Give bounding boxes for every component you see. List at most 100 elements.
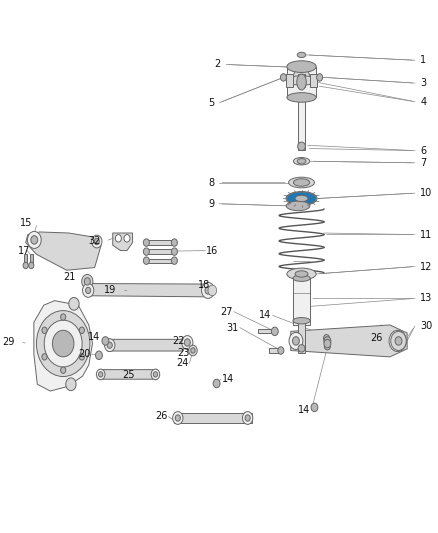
Ellipse shape [287,93,316,102]
Circle shape [293,337,300,345]
Circle shape [153,372,158,377]
Circle shape [191,348,195,353]
Circle shape [182,336,193,350]
Circle shape [23,262,28,269]
Bar [269,349,280,353]
Circle shape [317,74,323,81]
Circle shape [280,74,286,81]
Circle shape [151,369,160,379]
Circle shape [29,262,34,269]
Ellipse shape [286,191,317,205]
Circle shape [82,274,93,288]
Text: 14: 14 [88,332,100,342]
Circle shape [60,367,66,373]
Circle shape [84,278,90,285]
Circle shape [245,415,250,421]
Circle shape [171,257,177,264]
Circle shape [124,235,130,242]
Text: 22: 22 [172,336,185,346]
Circle shape [83,284,94,297]
Circle shape [213,379,220,387]
Text: 6: 6 [420,146,426,156]
Circle shape [143,239,149,246]
Ellipse shape [297,159,306,164]
Ellipse shape [286,201,310,211]
Bar [24,254,28,264]
Polygon shape [291,325,407,357]
Circle shape [324,340,331,348]
Bar [147,259,173,263]
Circle shape [184,339,191,346]
Circle shape [189,345,197,356]
Ellipse shape [293,179,310,186]
Circle shape [208,285,217,296]
Polygon shape [26,232,101,270]
Text: 21: 21 [64,272,76,282]
Bar [310,74,317,87]
Text: 27: 27 [220,306,233,317]
Bar [258,329,273,334]
Text: 18: 18 [198,280,210,290]
Circle shape [79,327,85,334]
Text: 25: 25 [122,370,135,381]
Circle shape [28,231,41,248]
Circle shape [143,257,149,264]
Polygon shape [34,301,92,391]
Bar [298,74,305,87]
Circle shape [272,327,278,336]
Circle shape [42,327,47,334]
Text: 14: 14 [259,310,272,320]
Polygon shape [291,71,312,81]
Circle shape [95,351,102,360]
Ellipse shape [287,268,316,280]
Text: 17: 17 [18,246,30,255]
Circle shape [107,342,112,349]
Circle shape [201,282,215,298]
Circle shape [311,403,318,411]
Circle shape [53,330,74,357]
Circle shape [31,236,38,244]
Text: 26: 26 [155,411,167,422]
Circle shape [395,337,402,345]
Text: 8: 8 [208,177,214,188]
Text: 15: 15 [20,218,32,228]
Circle shape [115,235,121,242]
Circle shape [389,330,406,352]
Circle shape [393,336,402,346]
Circle shape [171,248,177,255]
Bar [298,320,305,353]
Text: 29: 29 [3,337,15,347]
Text: 2: 2 [215,60,221,69]
Bar [147,240,173,245]
Ellipse shape [298,142,305,151]
Circle shape [42,354,47,360]
Circle shape [243,411,253,424]
Text: 32: 32 [88,236,100,246]
Ellipse shape [287,192,316,205]
Circle shape [173,411,183,424]
Text: 13: 13 [420,293,432,303]
Ellipse shape [295,195,308,201]
Circle shape [143,248,149,255]
Ellipse shape [289,63,305,71]
Bar [293,278,310,325]
Text: 20: 20 [78,349,91,359]
Text: 16: 16 [206,246,219,255]
Circle shape [94,238,99,245]
Text: 7: 7 [420,158,426,168]
Circle shape [96,369,105,379]
Circle shape [175,415,180,421]
Bar [147,249,173,254]
Text: 14: 14 [298,405,311,415]
Polygon shape [287,67,316,98]
Bar [173,413,252,423]
Circle shape [92,235,102,248]
Text: 9: 9 [208,199,214,209]
Text: 4: 4 [420,96,426,107]
Circle shape [289,333,303,350]
Circle shape [36,311,90,376]
Text: 31: 31 [227,322,239,333]
Circle shape [324,337,331,345]
Circle shape [102,337,109,345]
Ellipse shape [289,177,314,188]
